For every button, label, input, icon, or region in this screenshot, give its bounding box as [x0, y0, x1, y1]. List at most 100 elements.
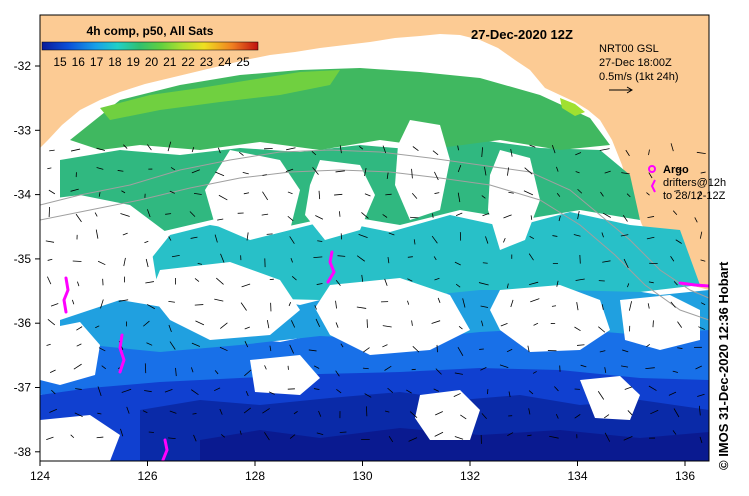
current-vector [573, 234, 581, 237]
current-vector [408, 437, 418, 442]
current-vector [604, 367, 607, 374]
current-vector [316, 432, 324, 435]
current-vector [529, 235, 535, 240]
current-vector [101, 365, 107, 370]
current-vector [220, 434, 226, 438]
current-vector [266, 319, 270, 329]
current-vector [556, 192, 561, 197]
current-vector [388, 232, 395, 236]
current-vector [434, 277, 440, 281]
current-vector [530, 215, 533, 220]
current-vector [602, 212, 611, 218]
argo-label: Argo [663, 164, 689, 176]
current-vector [673, 281, 678, 286]
current-vector [599, 148, 610, 151]
current-vector [315, 215, 324, 220]
current-vector [219, 408, 223, 415]
current-vector [385, 193, 392, 196]
current-vector [364, 393, 372, 398]
current-vector [481, 413, 487, 420]
current-vector [524, 167, 533, 175]
current-vector [453, 393, 461, 397]
current-vector [214, 234, 218, 243]
current-vector [407, 256, 413, 258]
current-vector [175, 367, 177, 377]
current-vector [356, 255, 366, 262]
current-vector [672, 430, 677, 435]
current-vector [74, 412, 83, 418]
current-vector [699, 436, 703, 444]
current-vector [194, 278, 200, 282]
current-vector [574, 414, 581, 419]
current-vector [555, 413, 559, 419]
current-vector [480, 305, 489, 308]
current-vector [220, 322, 228, 329]
current-vector [457, 192, 461, 203]
current-vector [217, 147, 221, 154]
current-vector [144, 240, 149, 244]
current-vector [623, 258, 629, 269]
current-vector [670, 301, 676, 308]
current-vector [220, 253, 225, 263]
current-vector [120, 213, 130, 217]
current-vector [599, 350, 606, 353]
current-vector [244, 326, 250, 330]
current-vector [168, 236, 172, 241]
current-vector [407, 278, 413, 282]
current-vector [290, 258, 293, 263]
current-vector [288, 302, 292, 307]
current-vector [677, 321, 683, 328]
current-vector [597, 391, 605, 400]
current-vector [190, 367, 194, 373]
current-vector [169, 410, 177, 414]
current-vector [529, 144, 536, 148]
current-vector [243, 407, 251, 414]
current-vector [645, 367, 655, 370]
current-vector [145, 258, 149, 268]
current-vector [242, 172, 249, 175]
current-vector [362, 347, 370, 353]
current-vector [627, 283, 630, 288]
current-vector [457, 346, 464, 356]
current-vector [624, 386, 633, 390]
current-vector [552, 235, 558, 237]
current-vector [147, 144, 152, 151]
current-vector [96, 147, 106, 151]
current-vector [314, 305, 317, 310]
current-vector [697, 393, 705, 397]
current-vector [190, 236, 198, 239]
current-vector [694, 217, 698, 223]
colorbar-tick-label: 20 [145, 55, 159, 69]
argo-track-icon [650, 179, 656, 193]
current-vector [575, 171, 580, 174]
current-vector [262, 191, 269, 201]
current-vector [213, 387, 221, 392]
current-vector [239, 430, 242, 435]
current-vector [289, 236, 295, 244]
current-vector [551, 305, 557, 307]
current-vector [455, 212, 463, 216]
current-vector [482, 262, 488, 264]
colorbar-legend: 4h comp, p50, All Sats 15 16 17 18 19 20 21 22 2… [41, 24, 259, 69]
current-vector [316, 283, 323, 285]
current-vector [123, 144, 128, 149]
current-vector [361, 212, 369, 219]
current-vector [70, 434, 75, 439]
current-vector [527, 434, 532, 437]
current-vector [48, 189, 56, 195]
current-vector [51, 389, 56, 395]
current-vector [699, 231, 703, 239]
land-mass [40, 15, 709, 290]
current-vector [262, 174, 267, 176]
current-vector [289, 434, 296, 439]
current-vector [482, 213, 490, 217]
current-vector [148, 431, 154, 433]
current-vector [670, 143, 674, 152]
current-vector [577, 211, 580, 220]
current-vector [457, 145, 459, 151]
current-vector [191, 146, 195, 153]
current-vector [167, 141, 172, 152]
current-vector [96, 436, 104, 439]
current-vector [695, 365, 702, 370]
current-vector [77, 281, 80, 287]
